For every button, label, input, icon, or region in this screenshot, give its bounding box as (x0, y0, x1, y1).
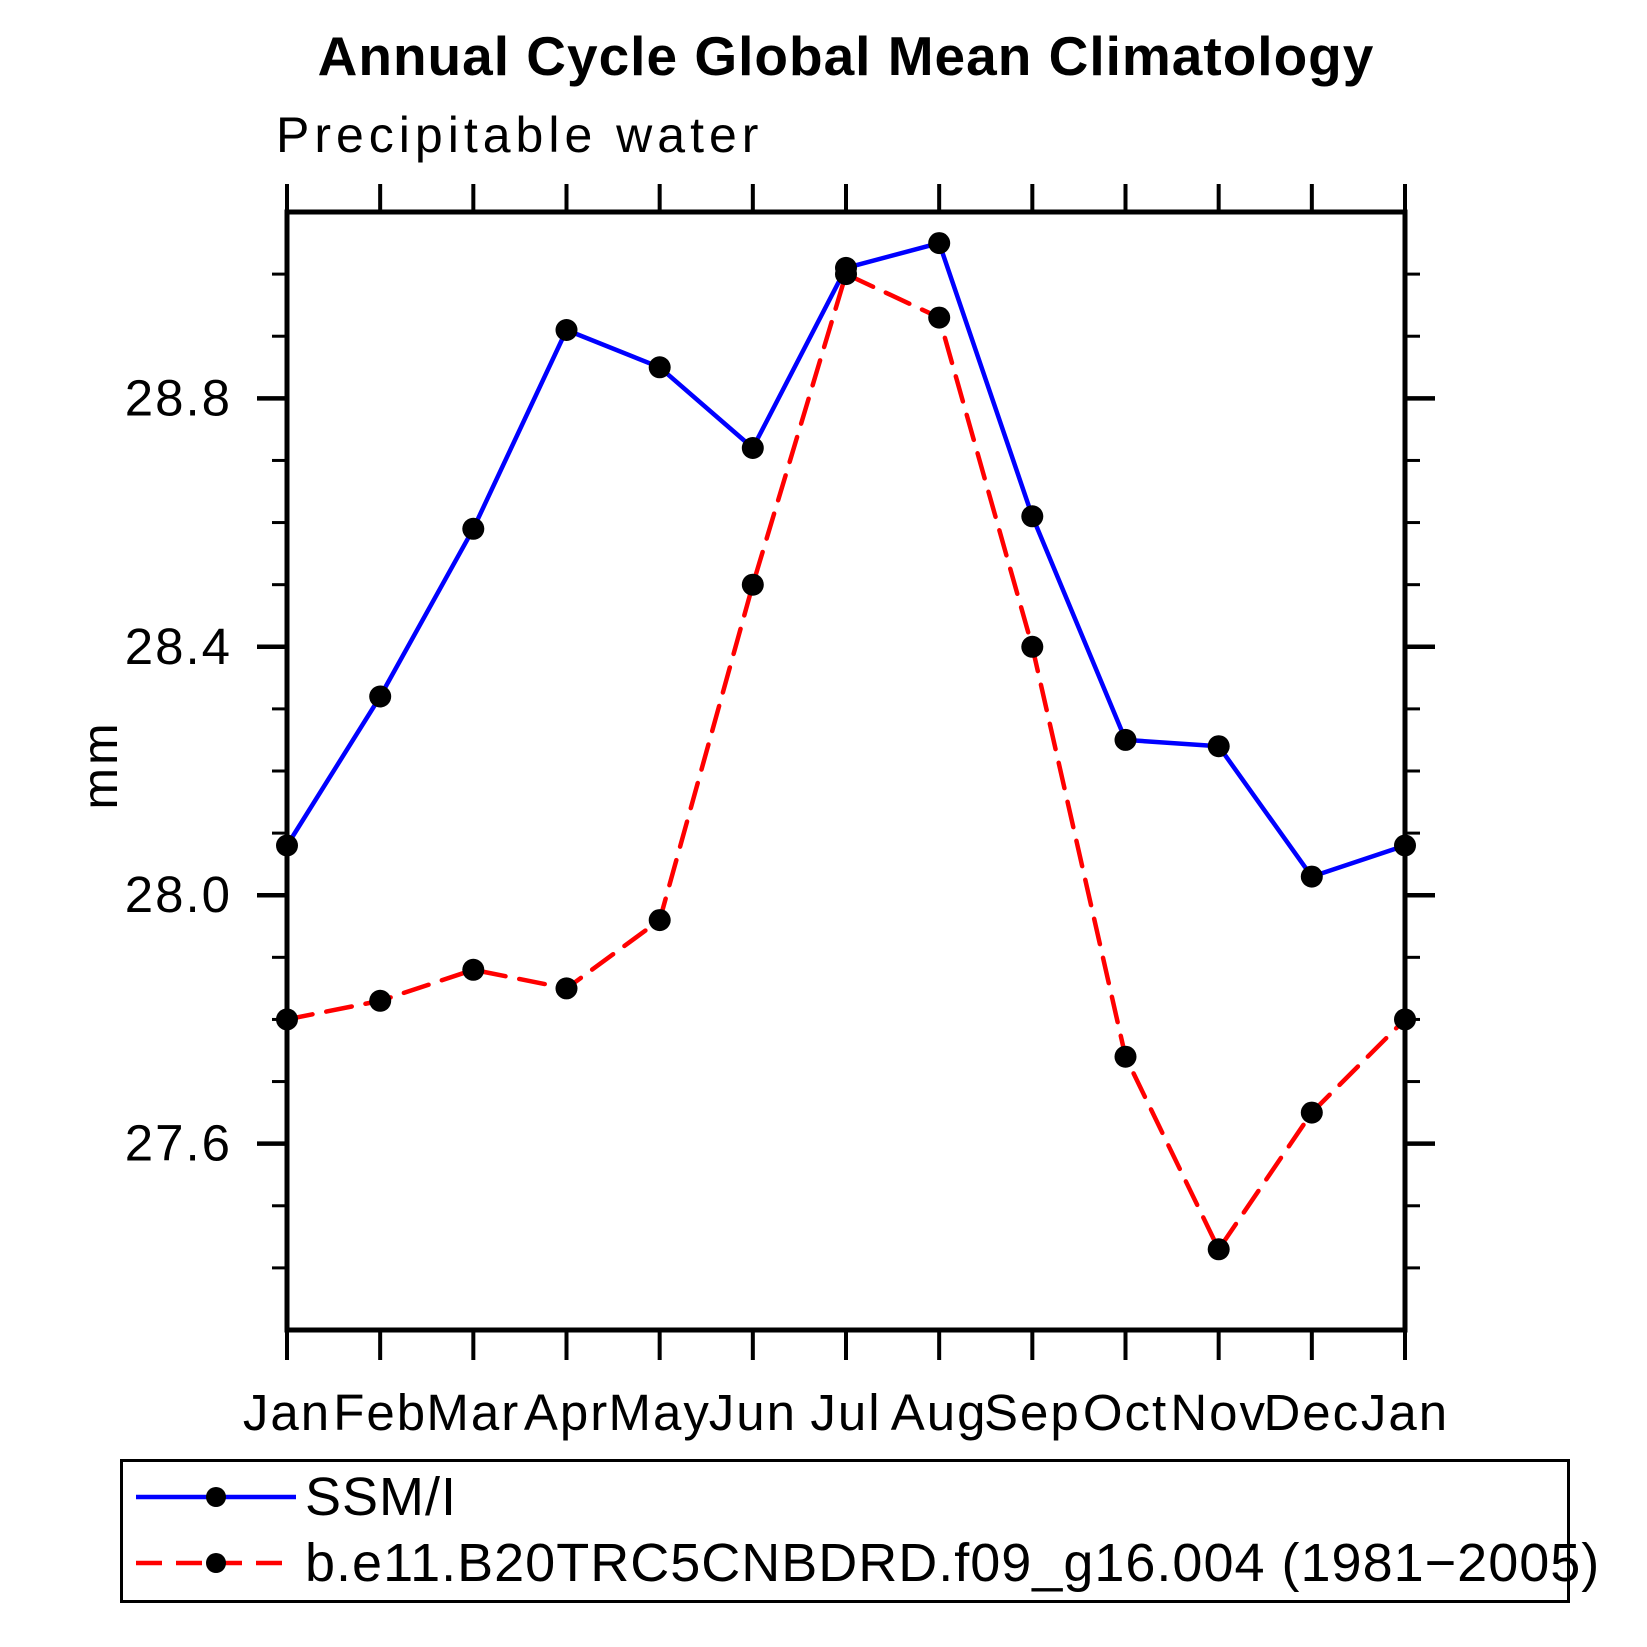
data-point-ssmi (462, 517, 485, 540)
data-point-model (1394, 1008, 1416, 1031)
data-point-model (1207, 1238, 1230, 1261)
data-point-model (462, 958, 485, 981)
data-point-model (369, 989, 392, 1012)
legend-label-model: b.e11.B20TRC5CNBDRD.f09_g16.004 (1981−20… (305, 1533, 1601, 1593)
data-point-ssmi (276, 834, 298, 857)
x-tick-label: Mar (426, 1384, 520, 1441)
legend-line-sample-model (136, 1553, 296, 1573)
data-point-model (928, 306, 951, 329)
legend-row-ssmi: SSM/I (131, 1468, 457, 1526)
x-tick-label: Dec (1263, 1384, 1360, 1441)
legend-row-model: b.e11.B20TRC5CNBDRD.f09_g16.004 (1981−20… (131, 1534, 1600, 1592)
x-tick-label: Apr (524, 1384, 609, 1441)
data-point-ssmi (1300, 865, 1323, 888)
x-tick-label: Aug (891, 1384, 988, 1441)
x-tick-label: May (608, 1384, 710, 1441)
chart-subtitle: Precipitable water (276, 107, 764, 163)
legend-marker-icon (206, 1553, 226, 1573)
data-point-model (648, 909, 671, 932)
y-tick-label: 28.8 (125, 369, 232, 426)
x-tick-label: Jun (709, 1384, 797, 1441)
data-point-ssmi (369, 685, 392, 708)
data-point-ssmi (741, 437, 764, 459)
data-point-ssmi (555, 319, 578, 341)
x-tick-label: Sep (984, 1384, 1081, 1441)
chart-title: Annual Cycle Global Mean Climatology (317, 25, 1375, 87)
data-point-model (835, 263, 857, 286)
y-tick-label: 27.6 (125, 1115, 232, 1172)
data-point-model (1021, 635, 1044, 658)
x-tick-label: Jan (243, 1384, 331, 1441)
y-tick-label: 28.4 (125, 618, 232, 675)
legend-label-ssmi: SSM/I (305, 1467, 458, 1527)
data-point-ssmi (1021, 505, 1044, 528)
data-point-ssmi (1207, 735, 1230, 758)
series-line-ssmi (284, 240, 1408, 879)
x-tick-label: Nov (1170, 1384, 1267, 1441)
x-tick-label: Jan (1361, 1384, 1449, 1441)
data-point-ssmi (1394, 834, 1416, 857)
data-point-model (1114, 1045, 1137, 1068)
data-point-ssmi (1114, 728, 1137, 751)
data-point-model (276, 1008, 298, 1031)
legend-marker-icon (206, 1487, 226, 1507)
legend-line-sample-ssmi (136, 1487, 296, 1507)
series-line-model (284, 271, 1408, 1252)
data-point-model (741, 573, 764, 596)
data-point-model (1300, 1101, 1323, 1124)
data-point-ssmi (648, 356, 671, 379)
x-tick-label: Feb (333, 1384, 427, 1441)
plot-frame (284, 209, 1408, 1333)
x-tick-label: Oct (1083, 1384, 1168, 1441)
data-point-model (555, 977, 578, 1000)
x-tick-label: Jul (810, 1384, 881, 1441)
legend-box: SSM/I b.e11.B20TRC5CNBDRD.f09_g16.004 (1… (120, 1459, 1599, 1603)
y-tick-label: 28.0 (125, 866, 232, 923)
data-point-ssmi (928, 232, 951, 255)
